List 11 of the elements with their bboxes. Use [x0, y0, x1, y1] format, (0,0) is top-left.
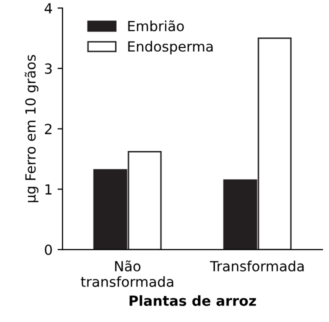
y-tick-label: 0: [44, 244, 52, 256]
x-axis-title: Plantas de arroz: [130, 295, 256, 306]
y-tick-label: 4: [44, 3, 52, 14]
x-tick-label: Não transformada: [80, 260, 174, 287]
x-tick-label: Transformada: [210, 260, 304, 272]
legend-label: Embrião: [128, 20, 184, 32]
legend-label: Endosperma: [128, 40, 213, 54]
y-tick-label: 1: [45, 184, 52, 194]
y-axis-title: µg Ferro em 10 grãos: [24, 54, 38, 202]
y-tick-label: 2: [44, 124, 52, 134]
y-tick-label: 3: [45, 63, 52, 74]
